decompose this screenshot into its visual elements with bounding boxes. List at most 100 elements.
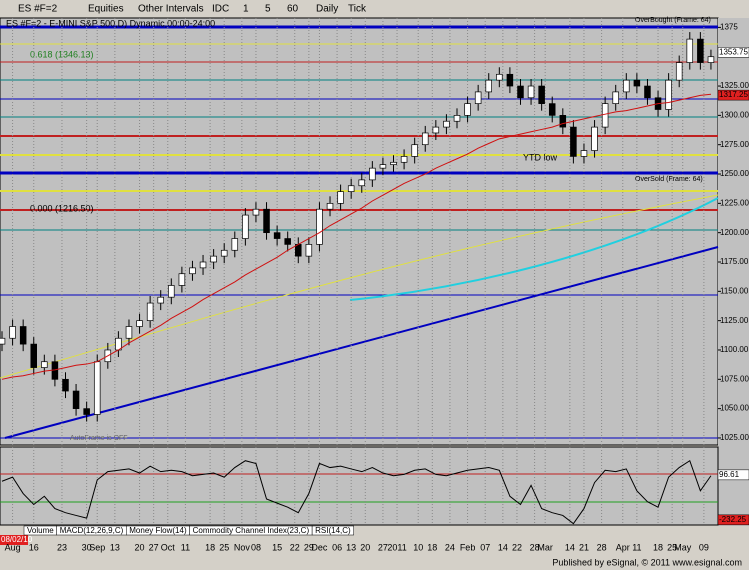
interval-daily[interactable]: Daily [316,4,338,15]
y-tick-label: 1225.00 [720,198,749,207]
x-tick-label: Apr [616,542,630,552]
interval-tick[interactable]: Tick [348,4,367,15]
candle-body [316,208,323,245]
indicator-tab[interactable] [311,525,354,536]
candle-body [548,103,556,116]
x-tick-label: 11 [181,542,190,552]
interval-1[interactable]: 1 [243,4,249,15]
y-tick-label: 1075.00 [720,374,749,383]
candle-body [697,38,704,63]
candle-body [83,408,90,415]
candle-body [30,343,38,368]
indicator-tab-label[interactable]: Volume [27,526,54,535]
y-tick-label: 1200.00 [720,228,749,237]
candle-body [242,214,249,239]
candle-body [146,302,154,322]
candle-body [347,185,355,192]
candle-body [485,79,492,93]
x-tick-label: 20 [360,542,370,552]
x-tick-label: Dec [311,542,328,552]
x-tick-label: 18 [427,542,437,552]
candle-body [337,191,344,204]
symbol-button[interactable]: ES #F=2 [18,4,58,15]
interval-60[interactable]: 60 [287,4,299,15]
interval-5[interactable]: 5 [265,4,271,15]
price-flag [717,89,749,101]
candle-body [411,144,418,157]
y-tick-label: 1125.00 [720,316,749,325]
candle-body [707,56,715,63]
footer: Published by eSignal, © 2011 www.esignal… [552,557,742,567]
candle-body [633,79,641,87]
indicator-tab-label[interactable]: RSI(14,C) [315,526,351,535]
candle-body [390,161,397,165]
x-tick-label: 23 [57,542,67,552]
x-tick-label: 08 [251,542,261,552]
x-tick-label: 2011 [387,542,406,552]
cci-line [1,459,712,525]
candle-body [432,126,440,134]
candle-body [93,361,101,415]
candle-body [252,208,260,216]
yellow-average [0,194,719,379]
candle-body [559,115,567,128]
x-tick-label: 09 [699,542,709,552]
candle-body [612,91,619,104]
x-tick-label: 20 [135,542,145,552]
x-tick-label: 29 [304,542,314,552]
x-tick-label: 30 [82,542,92,552]
price-panel [0,17,719,446]
candle-body [580,150,588,157]
price-flag-label: 1317.25 [719,90,748,99]
candle-body [305,244,313,257]
candle-body [675,62,683,81]
x-tick-label: Sep [89,542,105,552]
cyan-average [349,197,719,301]
price-flag-label: -232.25 [719,515,747,524]
candle-body [474,91,482,104]
indicator-tab-label[interactable]: Money Flow(14) [129,526,187,535]
y-tick-label: 1325.00 [720,81,749,90]
candle-body [506,73,514,87]
x-tick-label: 24 [445,542,455,552]
indicator-tab-label[interactable]: Commodity Channel Index(23,C) [193,526,310,535]
y-tick-label: 1375 [720,22,738,31]
x-tick-label: 28 [530,542,540,552]
x-tick-label: 16 [29,542,39,552]
candle-body [591,126,598,151]
candle-body [358,179,366,187]
candle-body [527,85,535,99]
y-tick-label: 1100.00 [720,345,749,354]
x-tick-label: 25 [219,542,229,552]
x-tick-label: 22 [512,542,522,552]
start-date-flag [0,535,28,545]
candle-body [379,164,387,169]
candle-body [464,103,471,116]
equities-button[interactable]: Equities [88,4,124,15]
x-tick-label: Nov [234,542,251,552]
price-axis [718,18,749,526]
y-tick-label: 1250.00 [720,169,749,178]
candle-body [496,73,503,81]
price-flag [717,469,749,481]
candle-body [623,79,630,93]
x-tick-label: Feb [460,542,476,552]
x-tick-label: 10 [413,542,423,552]
indicator-tab-label[interactable]: MACD(12,26,9,C) [60,526,124,535]
intervals-button[interactable]: Other Intervals [138,4,204,15]
price-flag [717,514,749,526]
toolbar [0,0,749,18]
candle-body [157,296,164,304]
candle-body [326,202,334,210]
fib-label: 0.000 (1216.50) [30,203,94,213]
candle-body [538,85,545,104]
candle-body [136,320,143,327]
candle-body [443,120,450,128]
idc-button[interactable]: IDC [212,4,229,15]
candle-body [168,285,175,298]
x-tick-label: 11 [632,542,641,552]
price-flag-label: 96.61 [719,470,740,479]
x-tick-label: May [674,542,692,552]
chart-title: ES #F=2 - E-MINI S&P 500,D) Dynamic,00:0… [6,18,215,28]
overbought-label: OverBought (Frame: 64) [635,17,711,24]
